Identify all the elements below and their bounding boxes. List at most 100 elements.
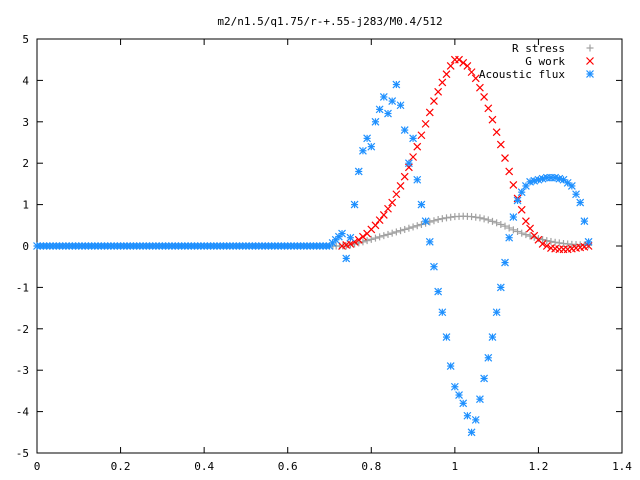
data-point bbox=[484, 216, 492, 224]
data-point bbox=[417, 220, 425, 228]
y-tick-label: -2 bbox=[16, 323, 29, 336]
data-point bbox=[505, 167, 514, 176]
data-point bbox=[392, 80, 401, 89]
data-point bbox=[363, 134, 372, 143]
series-g-work bbox=[338, 55, 593, 254]
data-point bbox=[471, 415, 480, 424]
data-point bbox=[342, 254, 351, 263]
data-point bbox=[384, 204, 392, 213]
data-point bbox=[405, 224, 413, 232]
data-point bbox=[380, 232, 388, 240]
data-point bbox=[438, 78, 447, 87]
data-point bbox=[338, 229, 346, 238]
data-point bbox=[559, 175, 568, 184]
data-point bbox=[363, 237, 371, 245]
data-point bbox=[354, 235, 363, 244]
data-point bbox=[480, 93, 489, 101]
data-point bbox=[534, 235, 542, 243]
data-point bbox=[401, 225, 409, 233]
data-point bbox=[388, 198, 397, 207]
data-point bbox=[496, 140, 505, 149]
y-tick-label: 1 bbox=[22, 199, 29, 212]
data-point bbox=[509, 181, 518, 189]
data-point bbox=[472, 213, 480, 221]
data-point bbox=[346, 241, 354, 249]
data-point bbox=[522, 231, 530, 239]
data-point bbox=[542, 242, 551, 250]
data-point bbox=[425, 108, 434, 117]
data-point bbox=[438, 308, 447, 317]
data-point bbox=[488, 333, 497, 342]
data-point bbox=[518, 229, 526, 237]
data-point bbox=[543, 237, 551, 245]
x-tick-label: 0.4 bbox=[194, 460, 214, 473]
x-tick-label: 1.2 bbox=[528, 460, 548, 473]
data-point bbox=[496, 283, 505, 292]
data-point bbox=[396, 182, 405, 190]
data-point bbox=[379, 211, 388, 219]
data-point bbox=[463, 61, 472, 70]
chart-title: m2/n1.5/q1.75/r-+.55-j283/M0.4/512 bbox=[217, 15, 442, 28]
data-point bbox=[517, 188, 526, 197]
data-point bbox=[426, 218, 434, 226]
data-point bbox=[538, 240, 547, 248]
data-point bbox=[346, 240, 355, 248]
data-point bbox=[459, 58, 468, 67]
legend-marker bbox=[586, 57, 594, 65]
data-point bbox=[450, 382, 459, 391]
data-point bbox=[497, 220, 505, 228]
data-point bbox=[476, 214, 484, 222]
y-tick-label: 3 bbox=[22, 116, 29, 129]
data-point bbox=[505, 224, 513, 232]
data-point bbox=[509, 226, 517, 234]
data-point bbox=[404, 159, 413, 168]
legend-label: R stress bbox=[512, 42, 565, 55]
data-point bbox=[443, 214, 450, 222]
y-tick-label: -4 bbox=[16, 406, 30, 419]
data-point bbox=[517, 205, 526, 214]
data-point bbox=[397, 227, 405, 235]
data-point bbox=[409, 153, 417, 161]
data-point bbox=[539, 236, 547, 244]
data-point bbox=[413, 175, 422, 184]
data-point bbox=[572, 190, 580, 199]
data-point bbox=[417, 131, 426, 140]
data-point bbox=[375, 216, 384, 225]
y-tick-label: 2 bbox=[22, 157, 29, 170]
data-point bbox=[421, 119, 430, 128]
y-tick-label: -5 bbox=[16, 447, 29, 460]
data-point bbox=[446, 362, 455, 370]
data-point bbox=[555, 239, 563, 247]
legend-label: Acoustic flux bbox=[479, 68, 565, 81]
data-point bbox=[430, 262, 438, 271]
data-point bbox=[434, 287, 443, 296]
data-point bbox=[476, 83, 484, 92]
x-tick-label: 0.2 bbox=[111, 460, 131, 473]
data-point bbox=[376, 233, 384, 241]
data-point bbox=[354, 167, 363, 176]
data-point bbox=[576, 198, 585, 207]
data-point bbox=[501, 258, 509, 267]
y-axis: -5 -4 -3 -2 -1 0 1 2 3 4 5 bbox=[16, 33, 622, 460]
data-point bbox=[430, 97, 438, 106]
data-point bbox=[430, 217, 438, 225]
data-point bbox=[526, 232, 534, 240]
data-point bbox=[509, 213, 518, 221]
legend-marker bbox=[586, 44, 594, 52]
data-point bbox=[501, 154, 509, 162]
data-point bbox=[488, 115, 497, 124]
data-point bbox=[392, 190, 401, 199]
data-point bbox=[379, 93, 388, 101]
data-point bbox=[476, 395, 484, 404]
data-point bbox=[371, 221, 380, 230]
data-point bbox=[359, 146, 367, 155]
data-point bbox=[371, 234, 379, 242]
data-point bbox=[463, 411, 472, 420]
data-point bbox=[492, 308, 501, 317]
data-point bbox=[442, 70, 451, 79]
x-tick-label: 1.4 bbox=[612, 460, 632, 473]
x-tick-label: 1 bbox=[452, 460, 459, 473]
data-point bbox=[505, 233, 514, 242]
data-point bbox=[417, 200, 426, 209]
x-tick-label: 0.8 bbox=[361, 460, 381, 473]
